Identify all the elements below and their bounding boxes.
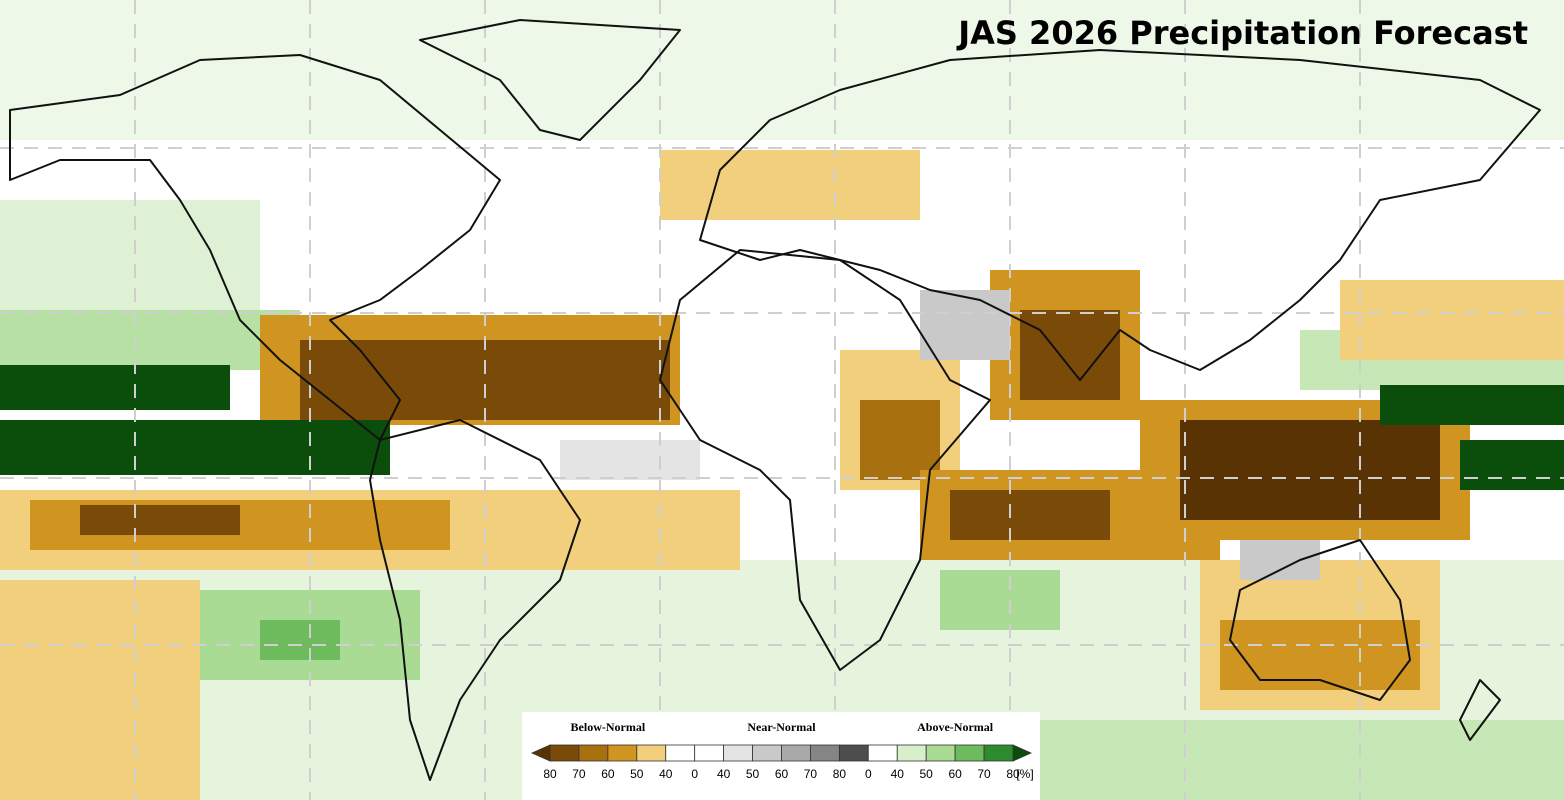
legend-swatch bbox=[723, 744, 753, 762]
field-cell bbox=[1340, 280, 1564, 360]
field-cell bbox=[1020, 310, 1120, 400]
legend: 80 70 60 50 40 0 40 50 60 70 80 0 40 50 60 70 80[%]Below… bbox=[531, 720, 1034, 781]
legend-tick-label: 80 bbox=[1006, 767, 1020, 781]
legend-swatch bbox=[925, 744, 956, 762]
eurasia bbox=[699, 49, 1541, 381]
legend-tick-label: 50 bbox=[920, 767, 934, 781]
legend-swatch bbox=[752, 744, 782, 762]
field-cell bbox=[940, 570, 1060, 630]
legend-tick-label: 50 bbox=[630, 767, 644, 781]
legend-unit: [%] bbox=[1016, 767, 1033, 781]
field-cell bbox=[920, 290, 1010, 360]
field-cell bbox=[1460, 440, 1564, 490]
legend-tick-label: 60 bbox=[601, 767, 615, 781]
legend-tick-label: 40 bbox=[717, 767, 731, 781]
field-cell bbox=[1180, 420, 1440, 520]
legend-tick-label: 0 bbox=[691, 767, 698, 781]
legend-tick-label: 40 bbox=[659, 767, 673, 781]
field-cell bbox=[1240, 540, 1320, 580]
legend-swatch bbox=[549, 744, 580, 762]
legend-tick-label: 60 bbox=[948, 767, 962, 781]
legend-swatch bbox=[954, 744, 985, 762]
legend-tick-label: 60 bbox=[775, 767, 789, 781]
coastlines bbox=[9, 19, 1541, 781]
field-cell bbox=[0, 580, 200, 800]
field-cell bbox=[1380, 385, 1564, 425]
field-cell bbox=[950, 490, 1110, 540]
legend-swatch bbox=[607, 744, 638, 762]
legend-tick-label: 0 bbox=[865, 767, 872, 781]
legend-tick-label: 40 bbox=[891, 767, 905, 781]
field-cell bbox=[860, 400, 940, 480]
legend-swatch bbox=[810, 744, 840, 762]
legend-swatch bbox=[896, 744, 927, 762]
legend-swatch bbox=[578, 744, 609, 762]
field-cell bbox=[0, 310, 300, 370]
new-zealand bbox=[1459, 679, 1501, 741]
legend-swatch bbox=[781, 744, 811, 762]
legend-swatch bbox=[636, 744, 667, 762]
legend-tick-label: 70 bbox=[572, 767, 586, 781]
legend-tick-label: 70 bbox=[804, 767, 818, 781]
legend-tick-label: 80 bbox=[543, 767, 557, 781]
legend-swatch bbox=[838, 744, 869, 762]
south-america bbox=[369, 419, 581, 781]
legend-tick-label: 50 bbox=[746, 767, 760, 781]
legend-heading: Below-Normal bbox=[571, 720, 646, 734]
field-cell bbox=[0, 200, 260, 320]
field-cell bbox=[0, 420, 390, 475]
field-cell bbox=[1040, 720, 1564, 800]
legend-tick-label: 70 bbox=[977, 767, 991, 781]
greenland bbox=[419, 19, 681, 141]
field-cell bbox=[1220, 620, 1420, 690]
legend-swatch bbox=[694, 744, 725, 762]
north-america bbox=[9, 54, 501, 441]
legend-heading: Near-Normal bbox=[747, 720, 816, 734]
field-cell bbox=[0, 0, 1564, 140]
field-cell bbox=[660, 150, 920, 220]
field-cell bbox=[0, 365, 230, 410]
map-title: JAS 2026 Precipitation Forecast bbox=[956, 14, 1528, 52]
field-cell bbox=[80, 505, 240, 535]
legend-swatch bbox=[665, 744, 696, 762]
field-cell bbox=[560, 440, 700, 480]
legend-tick-label: 80 bbox=[833, 767, 847, 781]
australia bbox=[1229, 539, 1411, 701]
legend-swatch bbox=[983, 744, 1014, 762]
africa bbox=[659, 249, 991, 671]
legend-swatch bbox=[867, 744, 898, 762]
legend-heading: Above-Normal bbox=[917, 720, 994, 734]
field-cell bbox=[260, 620, 340, 660]
